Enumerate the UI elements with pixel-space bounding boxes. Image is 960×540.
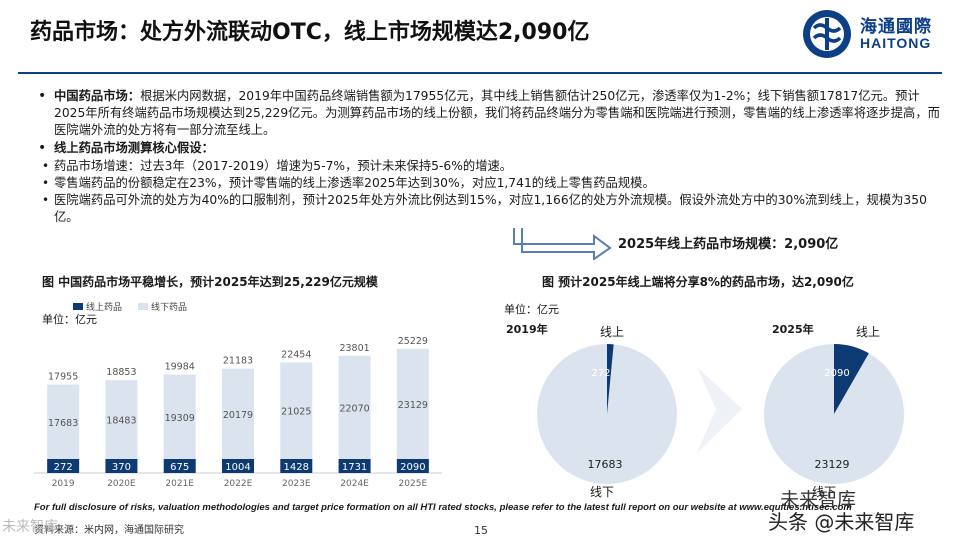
sub-bullet-growth: 药品市场增速：过去3年（2017-2019）增速为5-7%，预计未来保持5-6%… [34,158,940,175]
category-label: 2020E [107,479,136,489]
pie-right-offline-label: 线下 [812,485,837,499]
online-value-label: 2090 [400,462,425,473]
bar-offline [280,362,313,459]
online-value-label: 370 [112,462,131,473]
chart2-panel: 272 17683 2090 23129 单位：亿元 2019年 2025年 线上 线… [492,297,932,499]
online-value-label: 675 [170,462,189,473]
category-label: 2022E [224,479,253,489]
chart2-unit: 单位：亿元 [504,303,559,316]
category-label: 2019 [52,479,75,489]
chart1-panel: 线上药品 线下药品 272 17683 17955 2019 370 18483 18853… [28,297,448,497]
bar-offline [163,374,196,459]
pie-left-offline-label: 线下 [590,485,615,499]
category-label: 2024E [340,479,369,489]
pie-online-value: 2090 [824,368,849,379]
transition-chevron-icon [697,367,742,453]
pie-online-value: 272 [591,368,610,379]
bar-offline [396,348,429,459]
callout-arrow-icon [513,228,612,260]
bar-online [105,459,138,473]
bar-offline [47,384,80,459]
offline-value-label: 17683 [48,418,78,429]
pie-right-online-label: 线上 [856,325,881,339]
disclosure-note: For full disclosure of risks, valuation … [34,502,852,513]
online-value-label: 1004 [225,462,250,473]
haitong-emblem-icon [803,10,851,58]
pie-offline-value: 17683 [588,458,623,471]
watermark-top: 未来智库 [780,489,857,511]
offline-value-label: 19309 [165,413,195,424]
bullet-lead: 线上药品市场测算核心假设： [54,141,214,155]
bullet-assumptions: 线上药品市场测算核心假设： [34,140,940,157]
offline-value-label: 18483 [106,416,136,427]
chart1-unit: 单位：亿元 [42,313,97,326]
total-value-label: 21183 [223,356,253,367]
online-value-label: 1731 [342,462,367,473]
legend-online-swatch [73,303,83,310]
total-value-label: 22454 [281,349,311,360]
bar-online [396,459,429,473]
logo-chinese-name: 海通國際 [860,17,932,37]
category-label: 2023E [282,479,311,489]
bar-offline [222,368,254,459]
bar-online [163,459,196,473]
bullet-china-market: 中国药品市场：根据米内网数据，2019年中国药品终端销售额为17955亿元，其中… [34,88,940,139]
legend-offline-swatch [138,303,148,310]
page-number: 15 [474,524,488,537]
bar-online [338,459,371,473]
haitong-logo: 海通國際 HAITONG [800,8,950,60]
total-value-label: 17955 [48,372,78,383]
sub-bullet-hospital: 医院端药品可外流的处方为40%的口服制剂，预计2025年处方外流比例达到15%，… [34,192,940,226]
pie-charts: 272 17683 2090 23129 [537,344,904,484]
pie-offline-value: 23129 [815,458,850,471]
bar-offline [338,355,371,459]
online-value-label: 272 [54,462,73,473]
bullet-lead: 中国药品市场： [54,89,141,103]
legend-offline-label: 线下药品 [151,301,187,313]
sub-bullet-retail: 零售端药品的份额稳定在23%，预计零售端的线上渗透率2025年达到30%，对应1… [34,175,940,192]
page-title: 药品市场：处方外流联动OTC，线上市场规模达2,090亿 [30,20,590,45]
bar-online [280,459,313,473]
category-label: 2021E [165,479,194,489]
total-value-label: 19984 [165,362,195,373]
bullet-list: 中国药品市场：根据米内网数据，2019年中国药品终端销售额为17955亿元，其中… [34,88,940,226]
chart2-title: 图 预计2025年线上端将分享8%的药品市场，达2,090亿 [542,275,854,289]
header-divider [18,72,942,74]
stacked-bar-chart: 线上药品 线下药品 272 17683 17955 2019 370 18483 18853… [34,301,442,489]
bar-offline [105,380,138,459]
pie-left-online-label: 线上 [600,325,625,339]
total-value-label: 25229 [398,336,428,347]
total-value-label: 23801 [339,343,369,354]
bar-online [47,459,80,473]
pie-left-year: 2019年 [506,323,548,336]
bar-online [222,459,254,473]
offline-value-label: 23129 [398,400,428,411]
pie-slice-online [607,344,614,414]
legend-online-label: 线上药品 [86,301,122,313]
callout-text: 2025年线上药品市场规模：2,090亿 [618,237,839,252]
online-value-label: 1428 [284,462,309,473]
offline-value-label: 20179 [223,410,253,421]
total-value-label: 18853 [106,367,136,378]
bullet-text: 根据米内网数据，2019年中国药品终端销售额为17955亿元，其中线上销售额估计… [54,89,940,137]
pie-right-year: 2025年 [772,323,814,336]
offline-value-label: 21025 [281,407,311,418]
source-note: 资料来源：米内网，海通国际研究 [34,525,184,536]
category-label: 2025E [399,479,428,489]
offline-value-label: 22070 [339,403,369,414]
watermark-left: 未来智库 [2,519,58,535]
logo-english-name: HAITONG [860,35,932,51]
watermark-bottom: 头条 @未来智库 [768,510,915,534]
pie-slice-online [834,344,869,414]
chart1-title: 图 中国药品市场平稳增长，预计2025年达到25,229亿元规模 [42,275,378,289]
